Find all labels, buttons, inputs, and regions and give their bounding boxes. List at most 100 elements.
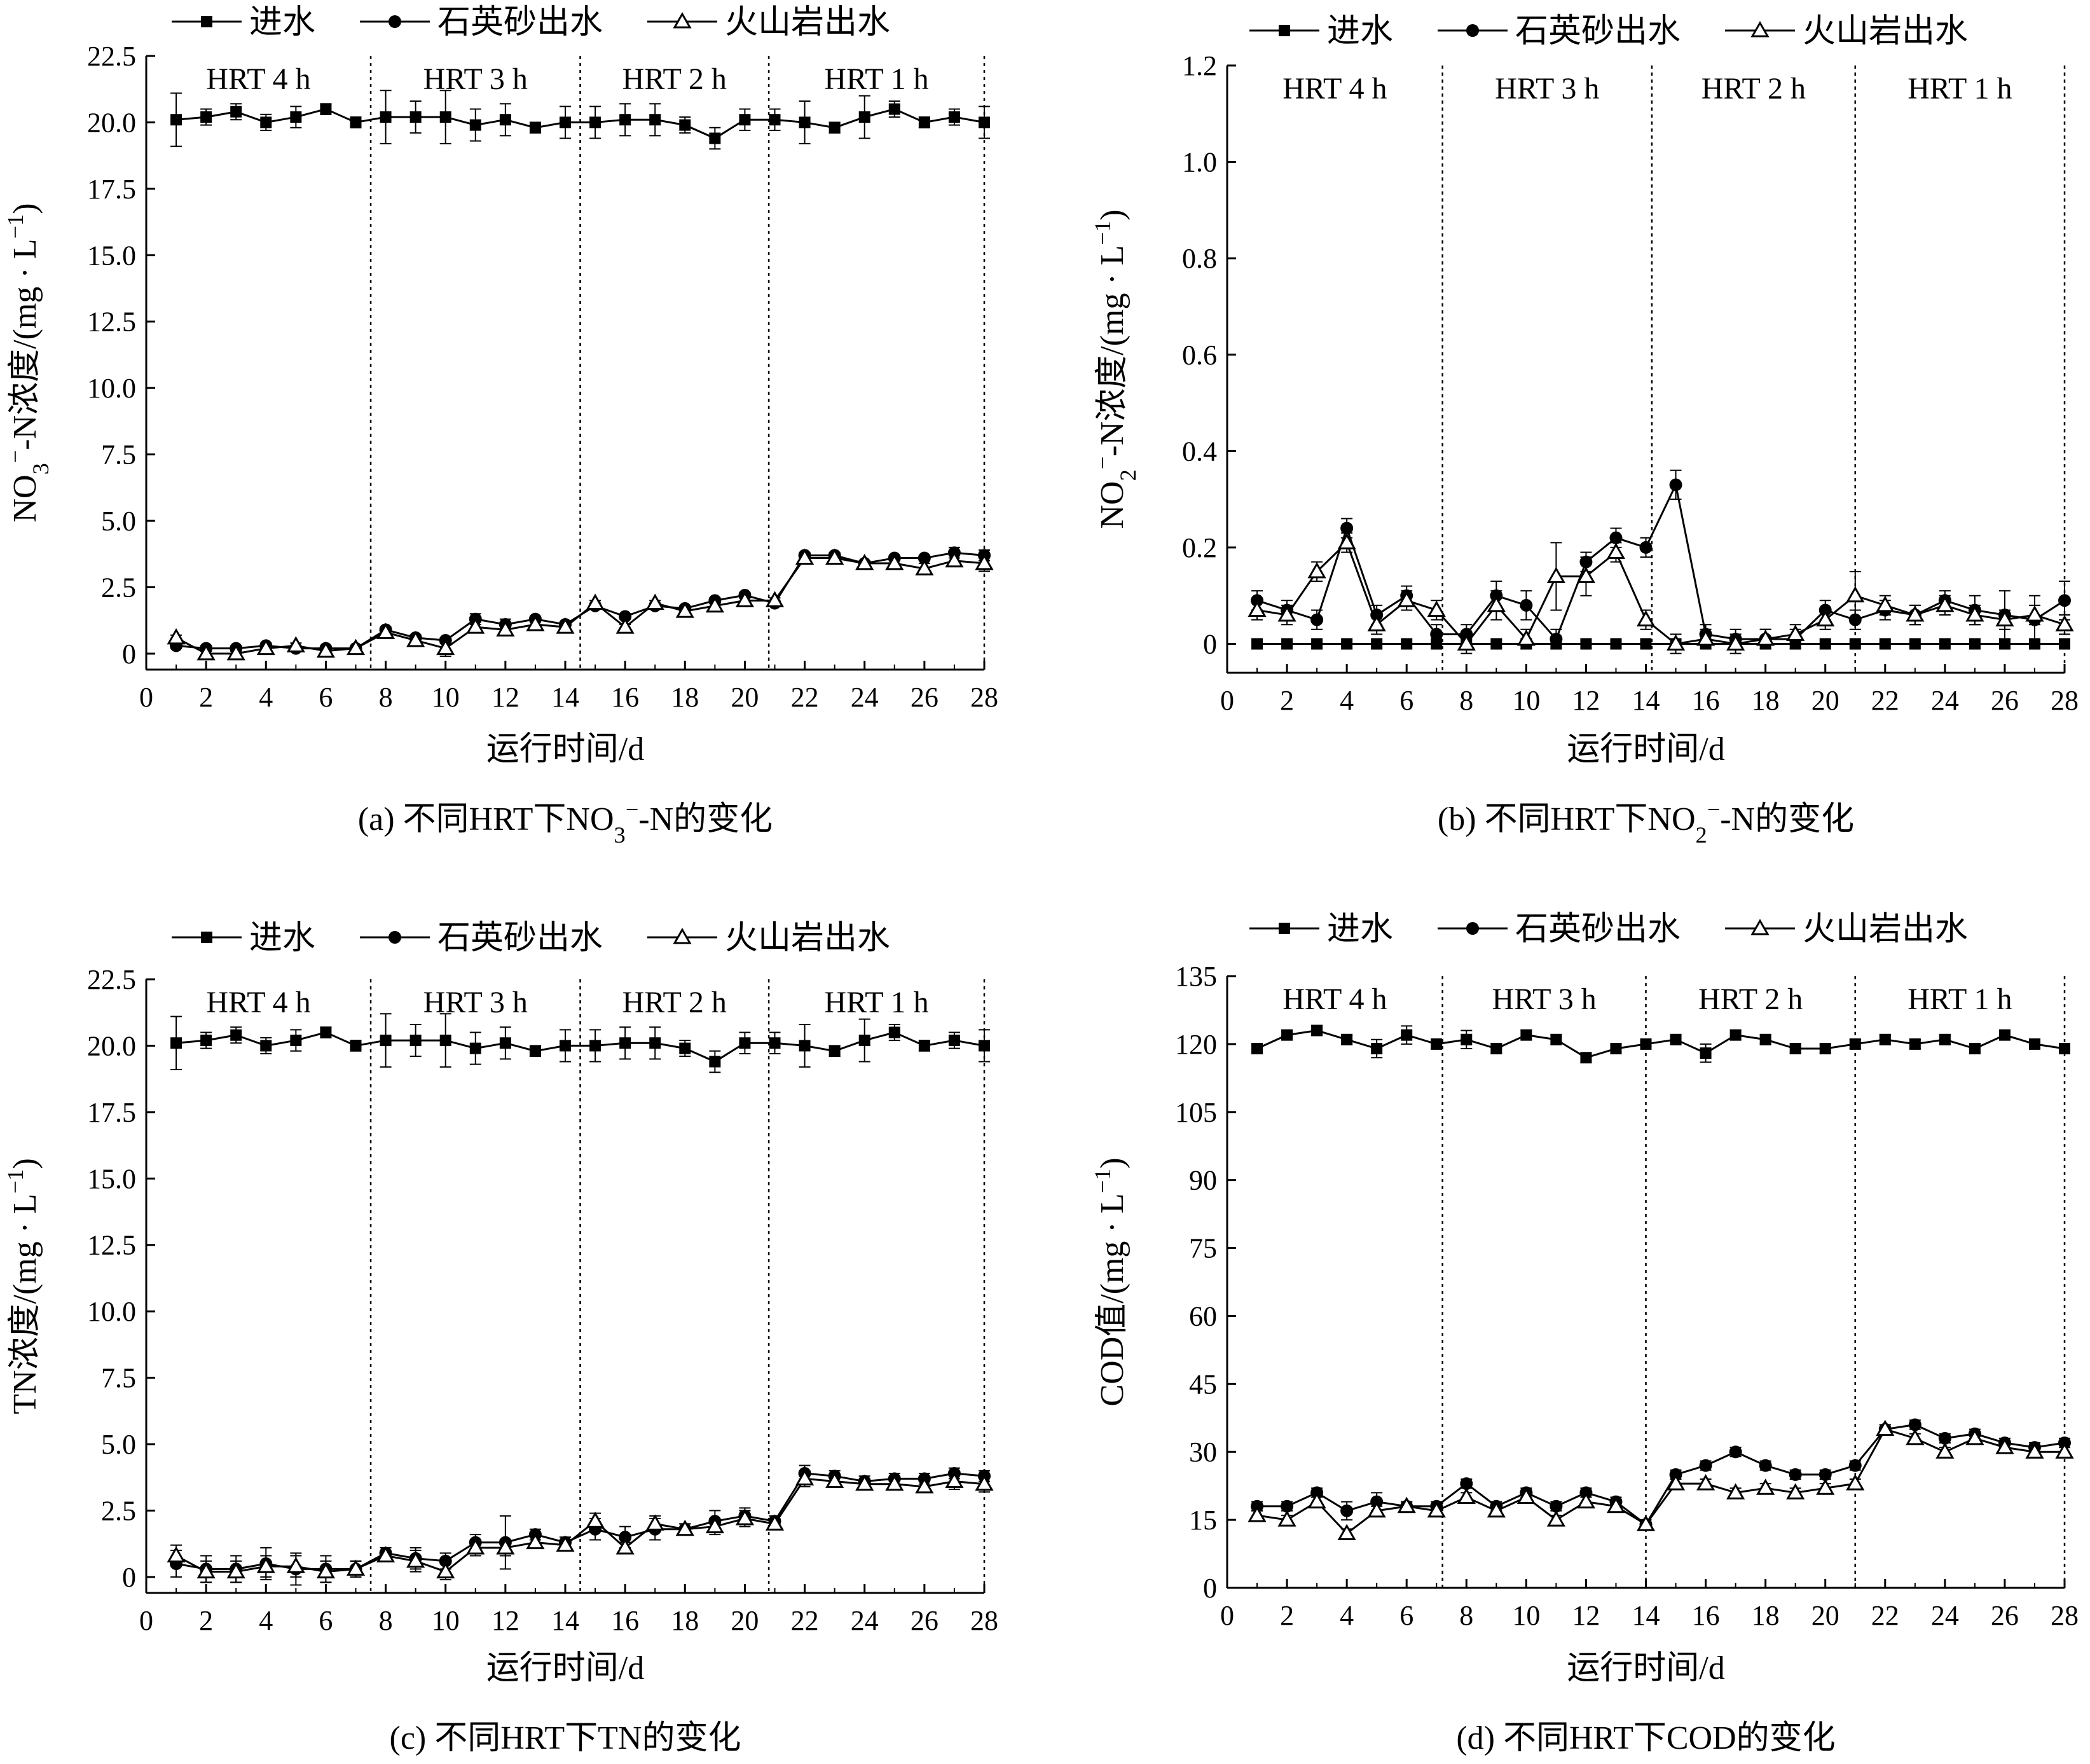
x-tick-label: 26 [1991,685,2019,716]
data-point [1546,567,1565,583]
data-point [1789,1468,1802,1481]
chart-caption: (a) 不同HRT下NO3−-N的变化 [358,797,773,848]
legend-label: 进水 [1327,13,1393,50]
data-point [1371,638,1383,650]
data-point [1696,629,1715,646]
hrt-stage-label: HRT 2 h [622,62,727,96]
data-point [200,1035,212,1047]
data-point [918,551,931,565]
legend-label: 火山岩出水 [1803,13,1968,50]
data-point [1311,638,1323,650]
x-tick-label: 0 [1220,1600,1234,1631]
data-point [739,114,751,126]
x-tick-label: 12 [492,1605,519,1636]
data-point [649,1037,661,1049]
x-tick-label: 20 [731,682,759,713]
data-point [1307,1492,1326,1509]
data-point [1576,567,1596,583]
data-point [828,121,841,134]
data-point [1816,1478,1835,1495]
legend-label: 石英砂出水 [437,920,603,956]
data-point [1307,562,1326,579]
y-tick-label: 105 [1175,1097,1217,1128]
data-point [1879,638,1891,650]
y-axis-label: NO2−-N浓度/(mg · L−1) [1090,209,1141,528]
series-1 [1251,1024,2070,1064]
data-point [979,116,990,128]
x-tick-label: 24 [1931,1600,1959,1631]
series-line [175,1477,985,1573]
data-point [560,1040,571,1052]
y-tick-label: 0 [122,1562,136,1593]
data-point [2058,594,2071,607]
data-point [1786,624,1805,641]
data-point [496,1538,515,1555]
y-tick-label: 5.0 [101,506,136,537]
data-point [799,116,811,128]
data-point [1640,638,1652,650]
data-point [2028,1038,2040,1050]
x-tick-label: 0 [139,1605,153,1636]
x-tick-label: 10 [1512,685,1540,716]
x-tick-label: 22 [791,682,819,713]
y-tick-label: 75 [1189,1233,1217,1264]
series-3 [167,1469,994,1583]
data-point [679,119,691,131]
x-tick-label: 2 [1280,685,1294,716]
data-point [1969,1043,1981,1055]
data-point [1670,1033,1682,1045]
y-tick-label: 1.2 [1182,50,1217,81]
hrt-stage-label: HRT 1 h [1908,72,2012,106]
x-tick-label: 22 [1871,1600,1899,1631]
y-tick-label: 0 [1203,629,1217,660]
hrt-stage-label: HRT 4 h [206,986,310,1019]
x-tick-label: 18 [671,1605,699,1636]
data-point [1337,533,1356,549]
data-point [1726,634,1745,651]
data-point [406,631,425,647]
legend-marker [1750,20,1770,38]
data-point [885,553,904,570]
data-point [1756,629,1775,646]
series-3 [1248,532,2074,654]
data-point [1819,638,1831,650]
data-point [1490,1043,1502,1055]
data-point [1427,1501,1446,1518]
hrt-stage-label: HRT 3 h [423,62,528,96]
data-point [1818,1468,1832,1481]
data-point [1639,541,1653,554]
data-point [1516,629,1536,646]
hrt-stage-label: HRT 2 h [622,986,727,1019]
y-tick-label: 5.0 [101,1429,136,1460]
data-point [469,1042,481,1054]
data-point [439,1035,451,1047]
series-line [1256,541,2065,645]
hrt-stage-label: HRT 2 h [1702,72,1806,106]
x-tick-label: 20 [1812,685,1839,716]
series-line [175,557,985,655]
data-point [1310,613,1324,626]
series-line [175,1031,985,1063]
data-point [1969,638,1981,650]
data-point [260,1040,272,1052]
data-point [436,638,455,656]
data-point [1546,1510,1565,1527]
data-point [1729,1445,1742,1459]
data-point [196,644,216,661]
data-point [1965,605,1984,622]
data-point [226,644,245,661]
x-tick-label: 4 [259,1605,273,1636]
data-point [1700,1047,1712,1059]
chart-panel-1: 02.55.07.510.012.515.017.520.022.50 2 4 6 8 1… [3,4,998,848]
legend-marker [1466,922,1479,935]
x-tick-label: 4 [1340,1600,1354,1631]
data-point [1277,605,1296,622]
x-axis-label: 运行时间/d [1567,731,1724,768]
data-point [1938,1431,1951,1445]
data-point [1341,638,1353,650]
x-tick-label: 20 [731,1605,759,1636]
data-point [1906,605,1925,622]
data-point [619,114,631,126]
data-point [230,106,242,118]
x-tick-label: 10 [432,1605,460,1636]
